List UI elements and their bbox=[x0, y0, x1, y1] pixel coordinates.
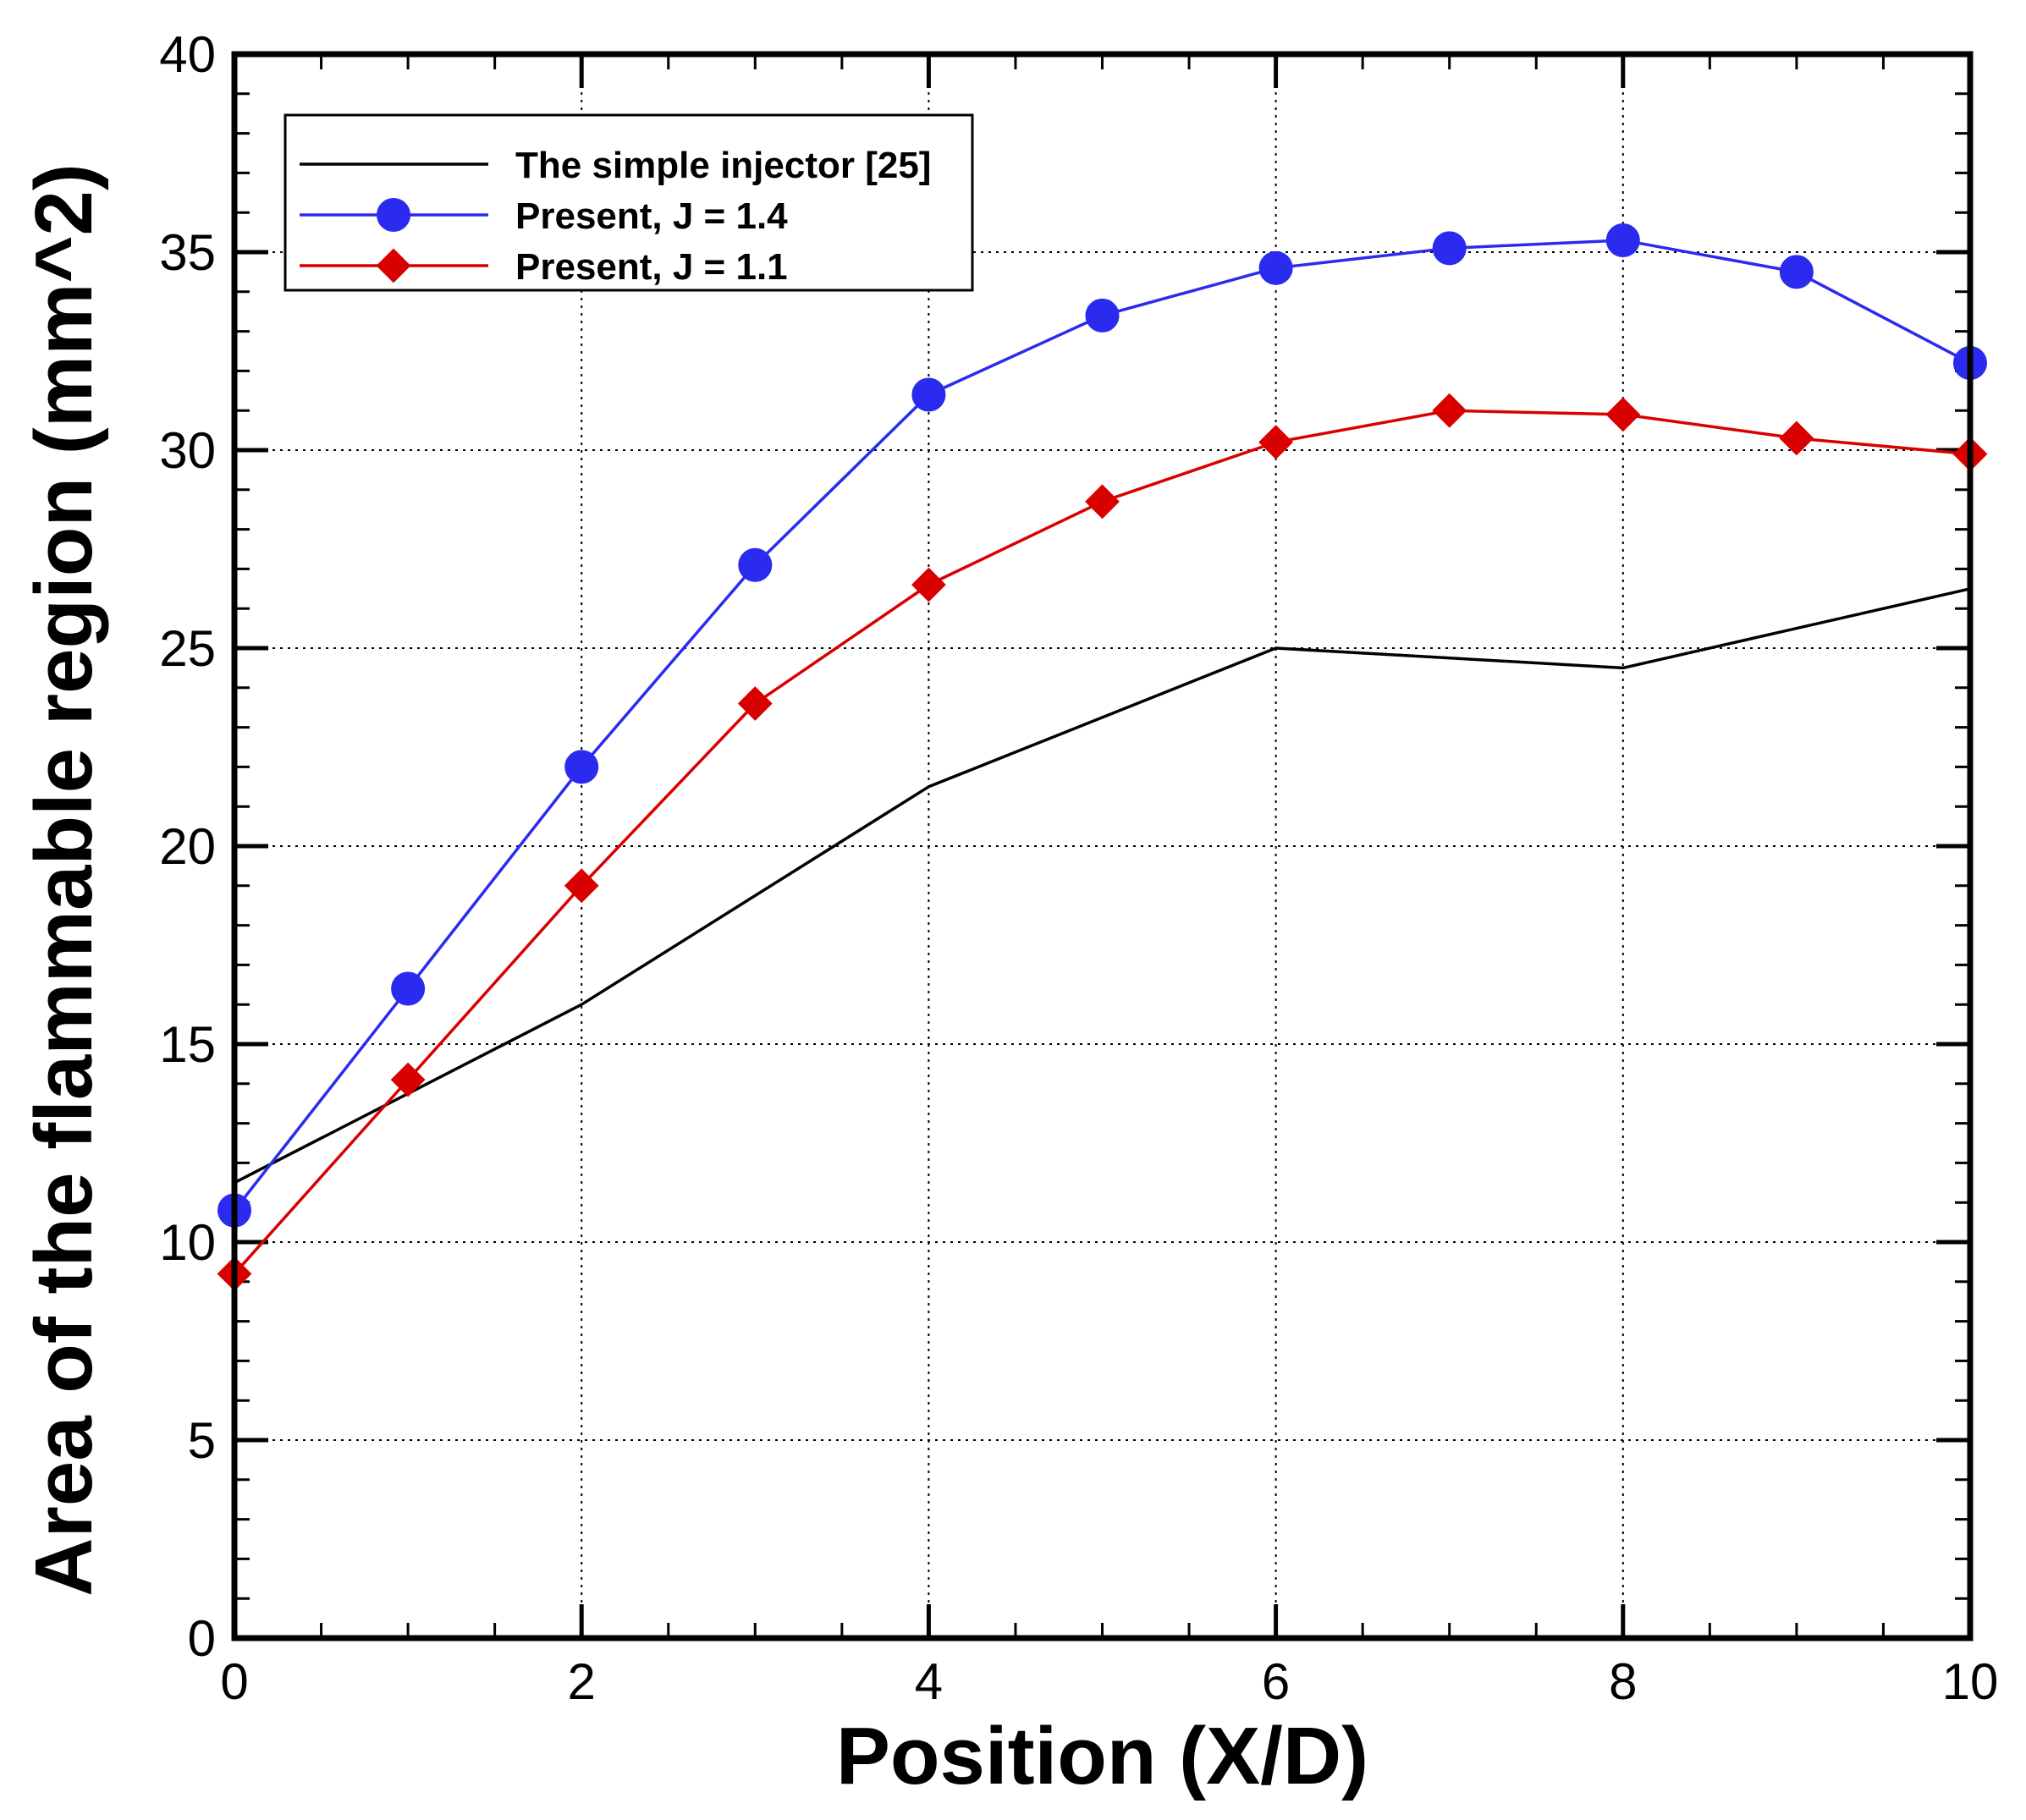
data-point bbox=[738, 547, 773, 582]
data-point bbox=[564, 750, 599, 784]
data-point bbox=[391, 971, 426, 1006]
series-line bbox=[234, 587, 1971, 1185]
y-tick-labels: 0 5 10 15 20 25 30 35 40 bbox=[159, 26, 216, 1667]
y-tick-label: 10 bbox=[159, 1214, 216, 1271]
x-tick-labels: 0 2 4 6 8 10 bbox=[220, 1653, 1998, 1710]
y-tick-label: 5 bbox=[188, 1412, 216, 1469]
x-tick-label: 8 bbox=[1609, 1653, 1637, 1710]
data-point bbox=[737, 686, 773, 721]
legend-label: Present, J = 1.4 bbox=[515, 195, 788, 237]
y-tick-label: 40 bbox=[159, 26, 216, 83]
y-tick-label: 20 bbox=[159, 818, 216, 875]
data-point bbox=[390, 1062, 426, 1097]
y-tick-label: 25 bbox=[159, 620, 216, 677]
legend-marker bbox=[377, 198, 410, 232]
legend-entry: Present, J = 1.4 bbox=[300, 195, 788, 237]
data-point bbox=[1779, 421, 1814, 456]
data-point bbox=[1258, 425, 1294, 460]
y-tick-label: 0 bbox=[188, 1610, 216, 1667]
data-point bbox=[1258, 250, 1293, 285]
legend-label: Present, J = 1.1 bbox=[515, 246, 788, 288]
data-point bbox=[1085, 298, 1120, 333]
y-tick-label: 30 bbox=[159, 422, 216, 479]
legend-entry: The simple injector [25] bbox=[300, 145, 931, 186]
data-point bbox=[1779, 255, 1814, 289]
legend: The simple injector [25] Present, J = 1.4… bbox=[284, 113, 974, 292]
data-point bbox=[911, 567, 946, 602]
x-axis-title: Position (X/D) bbox=[836, 1711, 1368, 1801]
x-tick-label: 2 bbox=[568, 1653, 596, 1710]
legend-entry: Present, J = 1.1 bbox=[300, 246, 788, 288]
series-2 bbox=[217, 223, 1987, 1228]
x-tick-label: 0 bbox=[220, 1653, 248, 1710]
series-layer bbox=[217, 223, 1988, 1291]
plot-frame bbox=[231, 51, 1974, 1641]
data-point bbox=[564, 868, 599, 904]
series-3 bbox=[217, 393, 1988, 1291]
data-point bbox=[1432, 393, 1467, 428]
data-point bbox=[1432, 231, 1467, 266]
data-point bbox=[911, 377, 946, 412]
x-tick-label: 10 bbox=[1942, 1653, 1999, 1710]
x-tick-label: 6 bbox=[1262, 1653, 1290, 1710]
series-1 bbox=[234, 587, 1971, 1185]
y-axis-title: Area of the flammable region (mm^2) bbox=[19, 163, 109, 1597]
y-tick-label: 35 bbox=[159, 224, 216, 281]
data-point bbox=[1605, 223, 1640, 257]
x-tick-label: 4 bbox=[915, 1653, 943, 1710]
legend-label: The simple injector [25] bbox=[515, 145, 931, 186]
gridlines bbox=[234, 54, 1970, 1638]
y-tick-label: 15 bbox=[159, 1016, 216, 1073]
legend-marker bbox=[376, 248, 411, 283]
data-point bbox=[1085, 484, 1120, 520]
data-point bbox=[1605, 397, 1641, 432]
